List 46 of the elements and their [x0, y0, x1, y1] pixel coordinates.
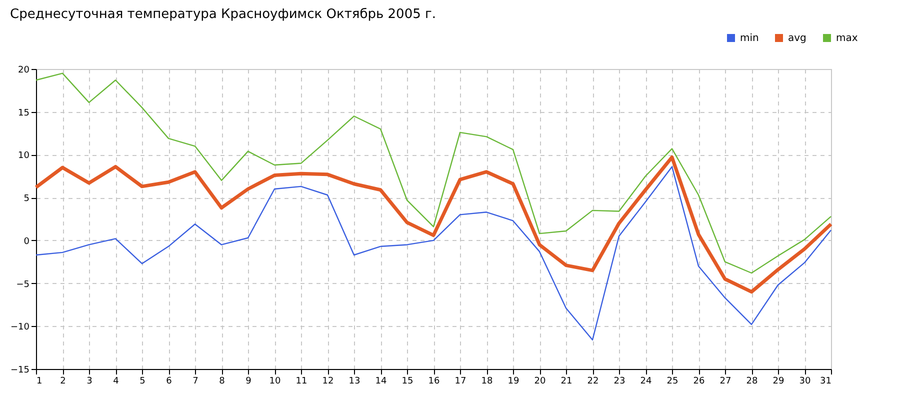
x-tick-label: 26 [693, 376, 705, 386]
y-tick-label: 5 [24, 194, 30, 204]
legend-label: min [740, 33, 759, 44]
x-tick-label: 23 [614, 376, 626, 386]
x-tick-label: 14 [375, 376, 387, 386]
x-tick-label: 3 [86, 376, 92, 386]
x-tick-label: 6 [166, 376, 172, 386]
x-tick-label: 22 [587, 376, 599, 386]
x-tick-label: 27 [720, 376, 732, 386]
y-tick-label: −10 [10, 322, 30, 333]
x-tick-label: 18 [481, 376, 493, 386]
x-tick-label: 10 [269, 376, 281, 386]
x-tick-label: 19 [508, 376, 520, 386]
y-tick-label: −15 [10, 366, 30, 376]
x-tick-label: 25 [666, 376, 678, 386]
line-series [34, 156, 833, 294]
x-tick-label: 7 [192, 376, 198, 386]
x-tick-label: 30 [799, 376, 811, 386]
chart-title: Среднесуточная температура Красноуфимск Октябрь 2005 г. [10, 7, 436, 22]
x-tick-label: 15 [402, 376, 414, 386]
y-tick-label: 10 [18, 151, 30, 162]
x-tick-label: 9 [246, 376, 252, 386]
y-tick-label: 15 [18, 108, 30, 118]
x-tick-label: 17 [454, 376, 466, 386]
x-tick-label: 31 [820, 376, 832, 386]
x-tick-label: 16 [428, 376, 440, 386]
legend-label: max [836, 33, 858, 44]
y-tick-label: 0 [24, 236, 30, 247]
x-tick-label: 8 [219, 376, 226, 386]
x-tick-label: 2 [60, 376, 66, 386]
x-tick-label: 20 [534, 376, 546, 386]
x-tick-label: 1 [36, 376, 42, 386]
x-tick-label: 4 [113, 376, 120, 386]
x-tick-label: 5 [140, 376, 146, 386]
line-series [35, 72, 832, 274]
x-tick-label: 13 [348, 376, 360, 386]
y-tick-label: 20 [18, 66, 30, 76]
y-tick-label: −5 [16, 280, 30, 290]
x-tick-label: 29 [772, 376, 784, 386]
x-tick-label: 11 [296, 376, 308, 386]
line-series [35, 166, 832, 340]
x-tick-label: 28 [746, 376, 758, 386]
legend-label: avg [788, 33, 806, 44]
x-tick-label: 24 [640, 376, 652, 386]
x-tick-label: 12 [322, 376, 334, 386]
x-tick-label: 21 [560, 376, 572, 386]
